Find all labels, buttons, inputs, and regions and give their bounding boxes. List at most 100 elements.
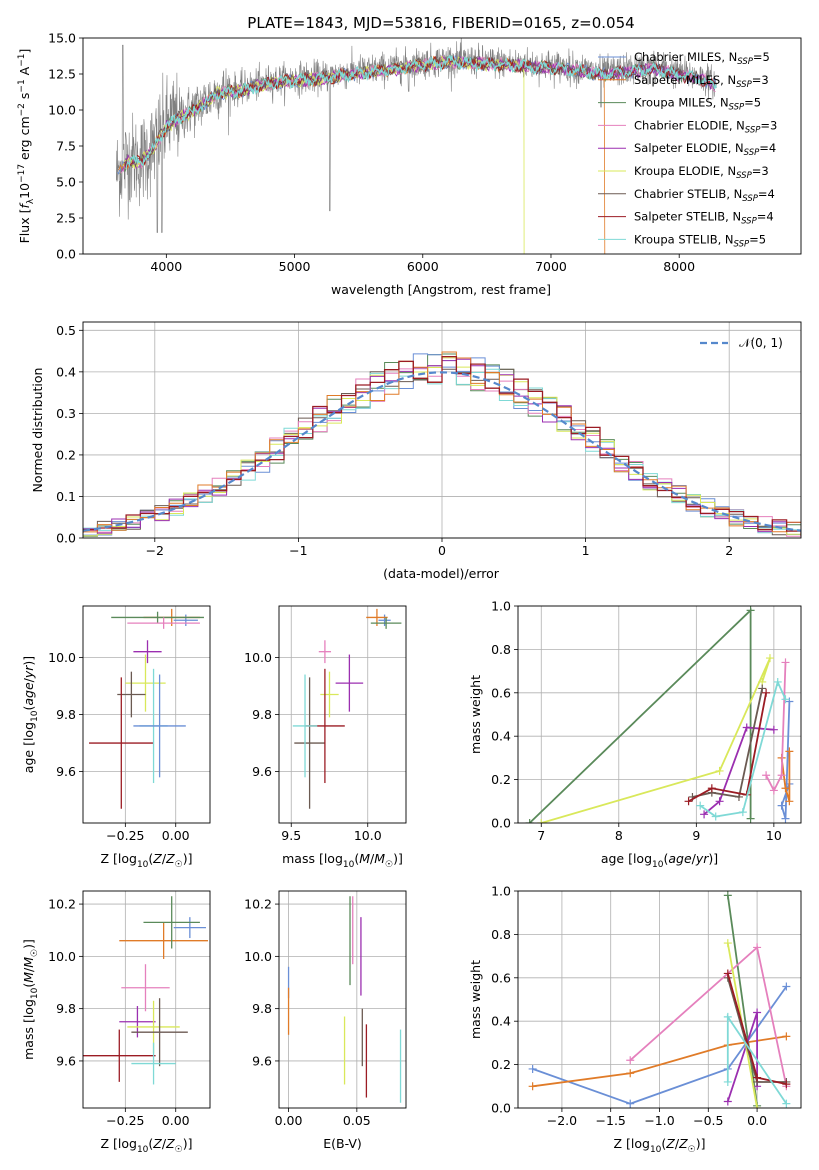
x-axis-label: Z [log10(Z/Z☉)] [100, 1136, 192, 1155]
plot-area [287, 896, 402, 1103]
x-tick-label: −1.5 [596, 1113, 626, 1128]
mass-weight-marker [723, 1012, 732, 1021]
x-tick-label: 1 [582, 543, 590, 558]
mass-weight-marker [753, 1104, 762, 1108]
age-vs-mass-panel: 9.5 10.0 9.6 9.8 10.0 mass [log10(M/M☉)] [244, 605, 407, 870]
axes-frame [517, 890, 802, 1109]
mass-weight-marker [746, 606, 755, 615]
mass-weight-marker [723, 891, 732, 900]
mass-weight-marker [782, 1080, 791, 1089]
x-tick-label: 0.0 [747, 1113, 767, 1128]
x-axis-label: (data-model)/error [383, 566, 500, 581]
x-tick-label: 2 [725, 543, 733, 558]
x-axis-label: age [log10(age/yr)] [601, 851, 718, 870]
age-vs-metallicity-panel: −0.25 0.00 9.6 9.8 10.0 Z [log10(Z/Z☉)] age [l… [21, 605, 211, 870]
y-tick-label: 0.6 [491, 685, 511, 700]
mass-weight-marker [626, 1056, 635, 1065]
mass-weight-marker [753, 943, 762, 952]
y-tick-label: 1.0 [491, 884, 511, 899]
y-tick-label: 10.0 [48, 949, 76, 964]
mass-weight-marker [781, 784, 790, 793]
axes-frame [82, 605, 211, 824]
mass-weight-marker [782, 1032, 791, 1041]
y-tick-label: 0.0 [56, 247, 76, 262]
mass-weight-marker [753, 1008, 762, 1017]
plot-area [89, 608, 204, 809]
plot-area [528, 891, 791, 1108]
x-tick-label: −1 [289, 543, 307, 558]
x-axis-label: wavelength [Angstrom, rest frame] [331, 282, 551, 297]
model-spectrum-line [118, 54, 606, 254]
mass-weight-marker [781, 814, 790, 823]
axes-frame [82, 890, 211, 1109]
mass-weight-marker [734, 792, 743, 801]
legend-entry: Chabrier STELIB, NSSP=4 [634, 187, 775, 204]
mass-weight-marker [785, 747, 794, 756]
mass-weight-marker [696, 801, 705, 810]
y-axis-label: mass [log10(M/M☉)] [21, 939, 40, 1060]
mass-weight-line [528, 608, 752, 823]
y-tick-label: 10.0 [244, 650, 272, 665]
figure-title: PLATE=1843, MJD=53816, FIBERID=0165, z=0… [247, 14, 634, 32]
y-axis-label: Flux [fλ10−17 erg cm−2 s−1 A−1] [17, 49, 36, 244]
model-spectrum-line [123, 54, 717, 168]
mass-weight-marker [753, 1073, 762, 1082]
legend-entry: 𝒩(0, 1) [739, 336, 783, 350]
x-tick-label: 8 [615, 828, 623, 843]
mass-weight-marker [738, 808, 747, 817]
y-tick-label: 0.1 [56, 489, 76, 504]
y-tick-label: 5.0 [56, 175, 76, 190]
y-tick-label: 0.8 [491, 927, 511, 942]
x-axis-label: mass [log10(M/M☉)] [282, 851, 403, 870]
legend-entry: Chabrier ELODIE, NSSP=3 [634, 118, 777, 135]
y-tick-label: 9.8 [56, 1001, 76, 1016]
mass-weight-marker [742, 723, 751, 732]
mass-weight-marker [537, 819, 546, 823]
y-tick-label: 0.2 [491, 772, 511, 787]
y-tick-label: 9.6 [252, 1053, 272, 1068]
mass-weight-vs-metallicity-panel: −2.0 −1.5 −1.0 −0.5 0.0 0.0 0.2 0.4 0.6 0.8 1.0 Z [… [468, 884, 802, 1155]
mass-weight-marker [773, 677, 782, 686]
legend-entry: Salpeter STELIB, NSSP=4 [634, 210, 774, 227]
y-tick-label: 0.2 [56, 447, 76, 462]
mass-weight-line [541, 657, 771, 823]
axes-frame [82, 37, 802, 255]
y-tick-label: 0.4 [491, 729, 511, 744]
y-tick-label: 9.8 [252, 707, 272, 722]
y-tick-label: 0.8 [491, 642, 511, 657]
mass-weight-line [699, 679, 787, 818]
mass-weight-marker [765, 654, 774, 663]
y-axis-label: mass weight [468, 960, 483, 1039]
x-tick-label: 4000 [150, 259, 182, 274]
plot-area [116, 38, 717, 254]
legend-entry: Kroupa MILES, NSSP=5 [634, 96, 761, 113]
x-tick-label: 7 [537, 828, 545, 843]
x-tick-label: −2 [146, 543, 164, 558]
mass-weight-marker [777, 771, 786, 780]
x-tick-label: −2.0 [547, 1113, 577, 1128]
mass-weight-marker [781, 658, 790, 667]
mass-weight-marker [707, 784, 716, 793]
mass-weight-marker [715, 766, 724, 775]
x-tick-label: 6000 [407, 259, 439, 274]
legend-entry: Kroupa ELODIE, NSSP=3 [634, 164, 769, 181]
y-tick-label: 10.0 [48, 103, 76, 118]
y-tick-label: 0.2 [491, 1057, 511, 1072]
mass-weight-marker [684, 797, 693, 806]
x-axis-label: E(B-V) [323, 1136, 362, 1151]
y-tick-label: 9.6 [252, 764, 272, 779]
mass-weight-marker [723, 1097, 732, 1106]
mass-weight-marker [762, 771, 771, 780]
mass-vs-metallicity-panel: −0.25 0.00 9.6 9.8 10.0 10.2 Z [log10(Z/Z☉)] ma… [21, 890, 211, 1155]
x-tick-label: 0 [438, 543, 446, 558]
y-tick-label: 15.0 [48, 31, 76, 46]
x-tick-label: −0.25 [106, 828, 144, 843]
axes-frame [82, 321, 802, 539]
axes-frame [517, 605, 802, 824]
y-tick-label: 0.5 [56, 323, 76, 338]
y-tick-label: 0.4 [491, 1014, 511, 1029]
mass-weight-marker [723, 939, 732, 948]
mass-weight-marker [700, 810, 709, 819]
y-tick-label: 7.5 [56, 139, 76, 154]
